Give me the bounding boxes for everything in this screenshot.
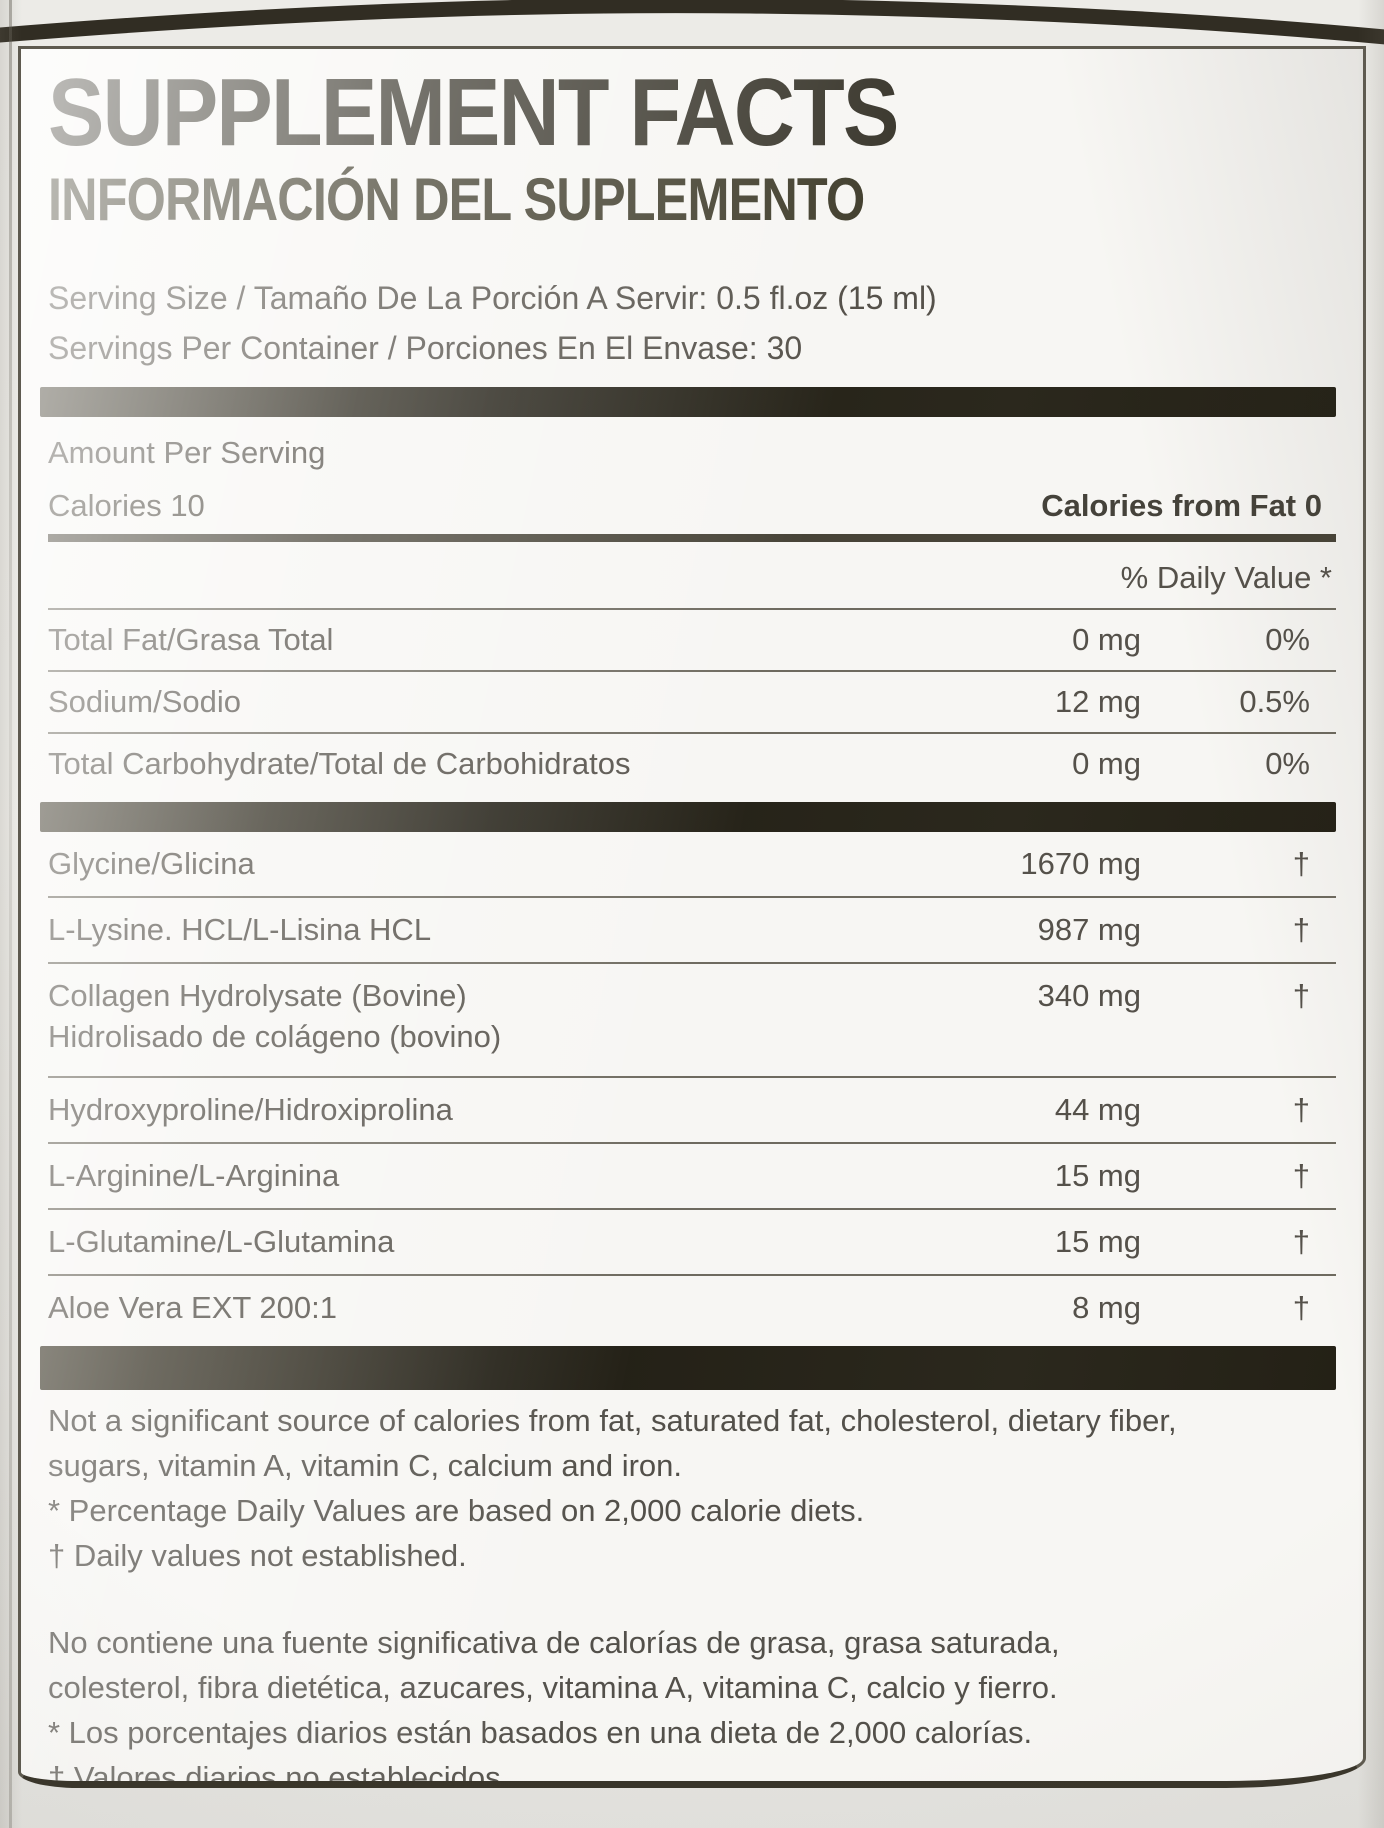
footnote-es-significant-line2: colesterol, fibra dietética, azucares, v… bbox=[48, 1670, 1058, 1706]
ingredient-name: L-Glutamine/L-Glutamina bbox=[48, 1225, 846, 1259]
bottle-left-seam bbox=[9, 0, 12, 1828]
footnote-en-significant-line2: sugars, vitamin A, vitamin C, calcium an… bbox=[48, 1448, 683, 1484]
ingredient-name: L-Arginine/L-Arginina bbox=[48, 1159, 846, 1193]
nutrient-name: Sodium/Sodio bbox=[48, 684, 242, 720]
ingredient-amount: 987 mg bbox=[1037, 912, 1141, 948]
servings-per-container-line: Servings Per Container / Porciones En El… bbox=[48, 329, 803, 366]
panel-title: SUPPLEMENT FACTS bbox=[48, 59, 899, 166]
nutrient-name: Total Carbohydrate/Total de Carbohidrato… bbox=[48, 746, 631, 782]
divider-bar-top bbox=[40, 387, 1336, 418]
nutrient-daily-value: 0% bbox=[1265, 622, 1310, 658]
ingredient-daily-value-dagger: † bbox=[1292, 1158, 1310, 1194]
ingredient-daily-value-dagger: † bbox=[1292, 1224, 1310, 1260]
nutrient-name: Total Fat/Grasa Total bbox=[48, 622, 334, 658]
footnote-es-dagger: † Valores diarios no establecidos. bbox=[48, 1760, 510, 1788]
calories-value: Calories 10 bbox=[48, 488, 205, 524]
ingredient-amount: 340 mg bbox=[1037, 978, 1141, 1014]
ingredient-amount: 44 mg bbox=[1054, 1092, 1141, 1128]
ingredient-amount: 1670 mg bbox=[1020, 846, 1141, 882]
footnote-es-significant-line1: No contiene una fuente significativa de … bbox=[48, 1625, 1060, 1661]
ingredient-name: Hydroxyproline/Hidroxiprolina bbox=[48, 1093, 846, 1127]
ingredient-name: Collagen Hydrolysate (Bovine) Hidrolisad… bbox=[48, 979, 846, 1061]
ingredient-row: L-Lysine. HCL/L-Lisina HCL 987 mg † bbox=[48, 896, 1336, 962]
ingredient-name-en: Collagen Hydrolysate (Bovine) bbox=[48, 978, 467, 1014]
bottle-top-edge bbox=[0, 0, 1384, 45]
nutrient-row: Total Carbohydrate/Total de Carbohidrato… bbox=[48, 732, 1336, 794]
ingredient-name-en: Hydroxyproline/Hidroxiprolina bbox=[48, 1092, 453, 1128]
nutrient-amount: 0 mg bbox=[1072, 746, 1141, 782]
ingredient-daily-value-dagger: † bbox=[1292, 846, 1310, 882]
ingredient-daily-value-dagger: † bbox=[1292, 1092, 1310, 1128]
nutrient-amount: 0 mg bbox=[1072, 622, 1141, 658]
nutrient-table: Total Fat/Grasa Total 0 mg 0% Sodium/Sod… bbox=[48, 610, 1336, 794]
ingredient-name: L-Lysine. HCL/L-Lisina HCL bbox=[48, 913, 846, 947]
calories-row: Calories 10 Calories from Fat 0 bbox=[48, 488, 1336, 524]
ingredient-name-en: Glycine/Glicina bbox=[48, 846, 255, 882]
ingredient-name-en: L-Arginine/L-Arginina bbox=[48, 1158, 340, 1194]
footnote-en-significant-line1: Not a significant source of calories fro… bbox=[48, 1403, 1177, 1439]
calories-from-fat-value: Calories from Fat 0 bbox=[1041, 488, 1322, 524]
daily-value-header: % Daily Value * bbox=[1120, 560, 1332, 596]
divider-bar-middle bbox=[40, 802, 1336, 833]
divider-bar-medium bbox=[48, 534, 1336, 543]
ingredient-daily-value-dagger: † bbox=[1292, 978, 1310, 1014]
ingredient-name-en: L-Glutamine/L-Glutamina bbox=[48, 1224, 395, 1260]
nutrient-row: Total Fat/Grasa Total 0 mg 0% bbox=[48, 610, 1336, 670]
footnotes-english: Not a significant source of calories fro… bbox=[48, 1398, 1336, 1578]
nutrient-amount: 12 mg bbox=[1054, 684, 1141, 720]
nutrient-daily-value: 0% bbox=[1265, 746, 1310, 782]
nutrient-daily-value: 0.5% bbox=[1239, 684, 1310, 720]
amount-per-serving-label: Amount Per Serving bbox=[48, 435, 326, 471]
nutrient-row: Sodium/Sodio 12 mg 0.5% bbox=[48, 670, 1336, 732]
ingredient-amount: 15 mg bbox=[1054, 1224, 1141, 1260]
ingredient-row: L-Glutamine/L-Glutamina 15 mg † bbox=[48, 1208, 1336, 1274]
footnotes-spanish: No contiene una fuente significativa de … bbox=[48, 1620, 1336, 1788]
ingredient-row: L-Arginine/L-Arginina 15 mg † bbox=[48, 1142, 1336, 1208]
ingredient-row: Glycine/Glicina 1670 mg † bbox=[48, 832, 1336, 896]
ingredient-row: Aloe Vera EXT 200:1 8 mg † bbox=[48, 1274, 1336, 1340]
footnote-en-percent: * Percentage Daily Values are based on 2… bbox=[48, 1493, 865, 1529]
ingredient-amount: 8 mg bbox=[1072, 1290, 1141, 1326]
footnote-en-dagger: † Daily values not established. bbox=[48, 1538, 467, 1574]
ingredient-row: Collagen Hydrolysate (Bovine) Hidrolisad… bbox=[48, 962, 1336, 1076]
ingredient-amount: 15 mg bbox=[1054, 1158, 1141, 1194]
ingredient-name-es: Hidrolisado de colágeno (bovino) bbox=[48, 1019, 502, 1055]
divider-bar-bottom bbox=[40, 1346, 1336, 1391]
supplement-facts-panel: SUPPLEMENT FACTS INFORMACIÓN DEL SUPLEME… bbox=[18, 46, 1366, 1788]
panel-subtitle: INFORMACIÓN DEL SUPLEMENTO bbox=[48, 166, 865, 234]
ingredient-daily-value-dagger: † bbox=[1292, 1290, 1310, 1326]
footnote-es-percent: * Los porcentajes diarios están basados … bbox=[48, 1715, 1033, 1751]
ingredient-daily-value-dagger: † bbox=[1292, 912, 1310, 948]
ingredient-name: Aloe Vera EXT 200:1 bbox=[48, 1291, 846, 1325]
ingredient-name-en: Aloe Vera EXT 200:1 bbox=[48, 1290, 337, 1326]
ingredient-row: Hydroxyproline/Hidroxiprolina 44 mg † bbox=[48, 1076, 1336, 1142]
serving-size-line: Serving Size / Tamaño De La Porción A Se… bbox=[48, 280, 937, 317]
ingredient-name: Glycine/Glicina bbox=[48, 847, 846, 881]
ingredient-table: Glycine/Glicina 1670 mg † L-Lysine. HCL/… bbox=[48, 832, 1336, 1340]
ingredient-name-en: L-Lysine. HCL/L-Lisina HCL bbox=[48, 912, 432, 948]
